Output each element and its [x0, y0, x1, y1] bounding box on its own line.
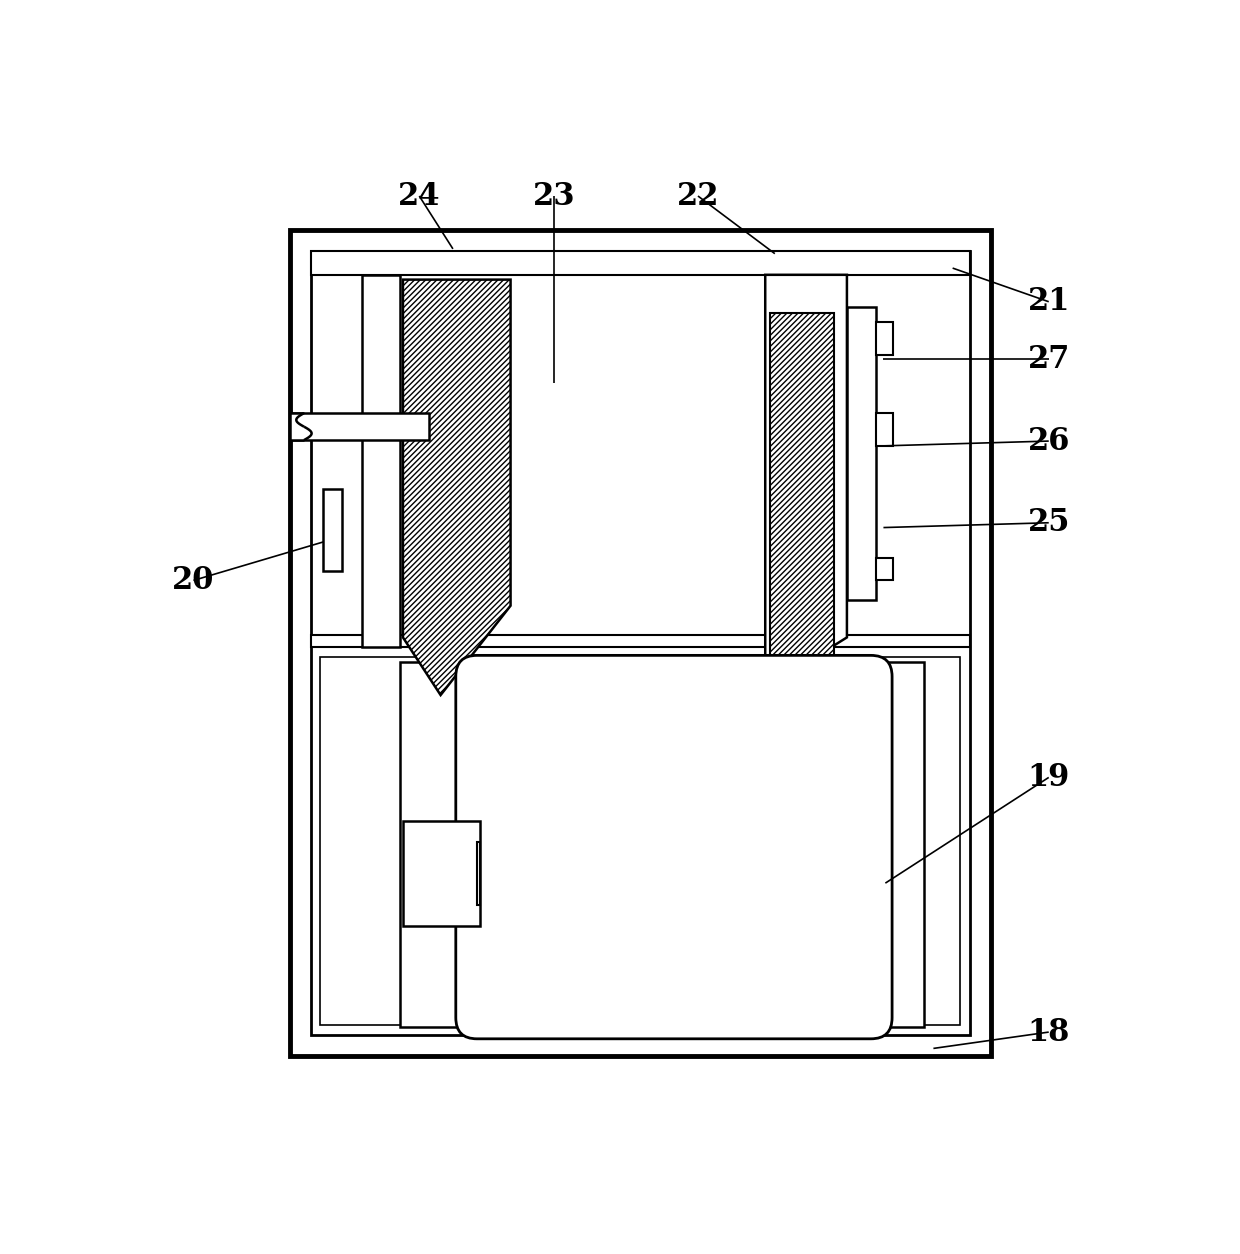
- Text: 27: 27: [1028, 344, 1070, 375]
- Bar: [311, 635, 970, 647]
- Text: 22: 22: [677, 181, 719, 212]
- Bar: [477, 841, 480, 905]
- Text: 19: 19: [1028, 762, 1070, 793]
- Text: 24: 24: [398, 181, 440, 212]
- Bar: [290, 414, 429, 440]
- Bar: [875, 414, 893, 446]
- Bar: [847, 306, 875, 599]
- Bar: [770, 314, 835, 657]
- Text: 21: 21: [1028, 286, 1070, 317]
- Polygon shape: [765, 686, 835, 724]
- Text: 23: 23: [532, 181, 575, 212]
- Bar: [311, 251, 970, 1035]
- Bar: [311, 251, 970, 275]
- Text: 18: 18: [1028, 1017, 1070, 1047]
- Polygon shape: [403, 280, 511, 695]
- Bar: [403, 820, 480, 927]
- Bar: [875, 322, 893, 355]
- FancyBboxPatch shape: [456, 656, 892, 1038]
- Bar: [362, 275, 401, 647]
- Bar: [290, 229, 991, 1056]
- Bar: [324, 489, 342, 571]
- Bar: [401, 662, 924, 1027]
- Text: 25: 25: [1028, 508, 1070, 538]
- Bar: [875, 558, 893, 581]
- Polygon shape: [765, 275, 847, 686]
- Text: 26: 26: [1028, 425, 1070, 456]
- Bar: [320, 657, 960, 1026]
- Text: 20: 20: [172, 564, 215, 596]
